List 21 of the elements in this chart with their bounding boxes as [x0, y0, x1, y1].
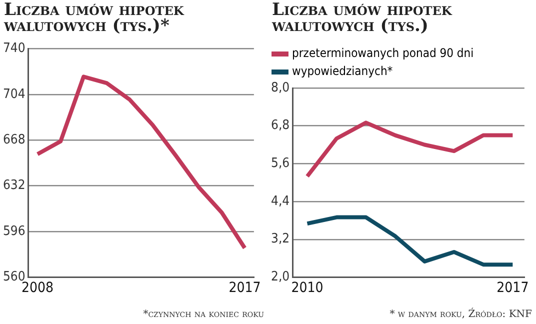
y-tick-label: 5,6	[271, 156, 290, 172]
y-tick-label: 2,0	[271, 270, 290, 285]
x-tick-label: 2008	[22, 280, 54, 296]
y-tick-label: 8,0	[271, 80, 290, 96]
y-tick-label: 3,2	[271, 232, 290, 247]
y-tick-label: 6,8	[271, 118, 290, 134]
text: * w danym roku, Źródło: KNF	[390, 309, 532, 320]
y-tick-label: 704	[2, 86, 26, 102]
x-tick-label: 2017	[228, 280, 261, 296]
x-tick-label: 2010	[291, 280, 324, 296]
legend-label: przeterminowanych ponad 90 dni	[292, 46, 474, 60]
y-tick-label: 4,4	[271, 194, 290, 209]
y-tick-label: 596	[2, 224, 26, 239]
chart-title: Liczba umów hipotek walutowych (tys.)	[270, 0, 454, 38]
legend-label: wypowiedzianych*	[292, 64, 394, 78]
chart-title: Liczba umów hipotek walutowych (tys.)*	[2, 0, 186, 38]
x-tick-label: 2017	[496, 280, 529, 296]
y-tick-label: 740	[2, 41, 26, 56]
text: *czynnych na koniec roku	[143, 309, 264, 320]
y-tick-label: 632	[2, 178, 26, 194]
y-tick-label: 668	[2, 132, 26, 148]
